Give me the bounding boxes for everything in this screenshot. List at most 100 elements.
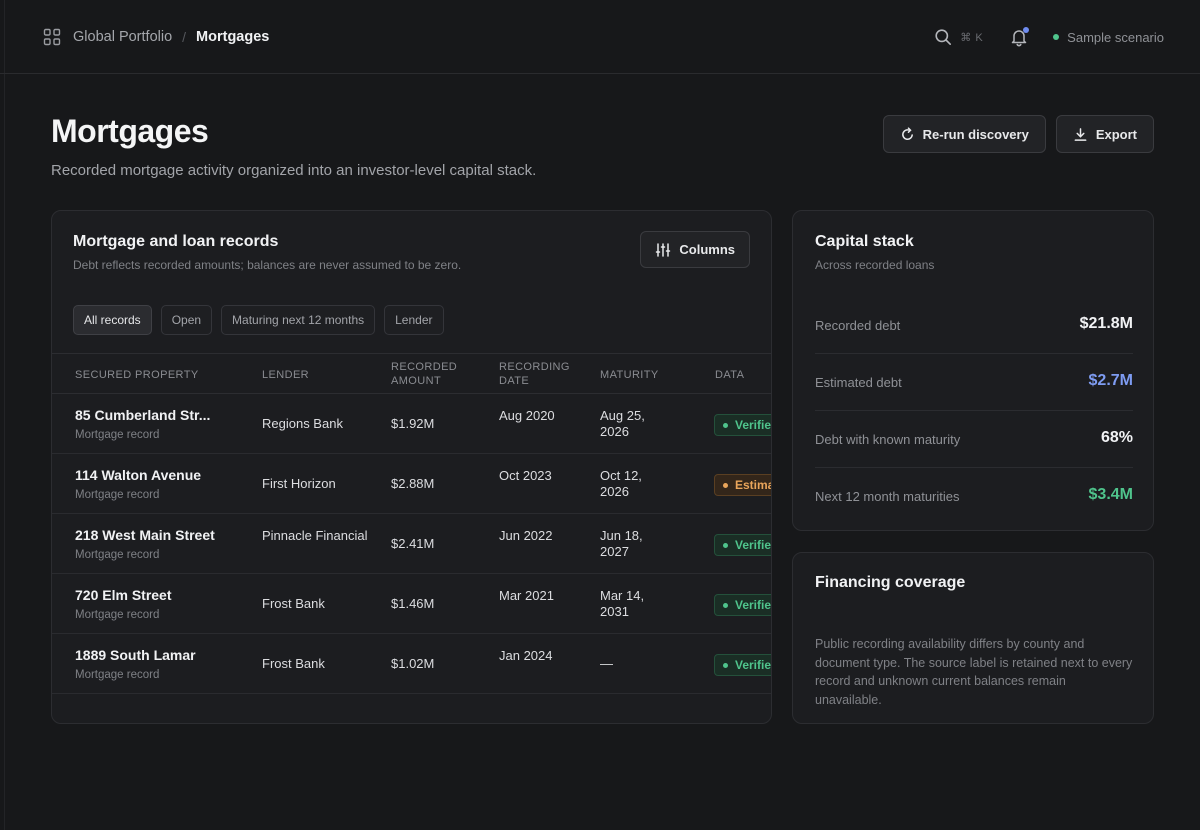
header-actions: Re-run discovery Export (882, 115, 1154, 153)
date-cell: Oct 2023 (499, 468, 552, 483)
page-subtitle: Recorded mortgage activity organized int… (51, 162, 537, 179)
record-type: Mortgage record (75, 609, 160, 621)
status-dot (1053, 34, 1060, 40)
table-row[interactable]: 218 West Main Street Mortgage record Pin… (52, 514, 771, 574)
maturity-cell: Jun 18, 2027 (600, 528, 643, 559)
metric-label: Next 12 month maturities (815, 489, 960, 504)
filter-maturing[interactable]: Maturing next 12 months (221, 305, 376, 335)
property-name[interactable]: 720 Elm Street (75, 587, 172, 603)
export-button[interactable]: Export (1055, 115, 1154, 153)
status-badge: Verified (714, 414, 771, 436)
refresh-icon (901, 126, 913, 140)
property-name[interactable]: 1889 South Lamar (75, 647, 196, 663)
coverage-text: Public recording availability differs by… (815, 637, 1133, 707)
amount-cell: $2.88M (391, 476, 435, 491)
metric-recorded-debt: Recorded debt $21.8M (815, 297, 1133, 354)
metric-next-12-month: Next 12 month maturities $3.4M (815, 468, 1133, 525)
breadcrumb-parent[interactable]: Global Portfolio (73, 29, 173, 45)
breadcrumb: Global Portfolio / Mortgages (43, 27, 269, 47)
property-cell: 720 Elm Street Mortgage record (75, 587, 235, 623)
metric-estimated-debt: Estimated debt $2.7M (815, 354, 1133, 411)
status-badge: Verified (714, 654, 771, 676)
table-row[interactable]: 720 Elm Street Mortgage record Frost Ban… (52, 574, 771, 634)
date-cell: Mar 2021 (499, 588, 554, 603)
metric-label: Recorded debt (815, 318, 901, 333)
metric-value: 68% (1100, 429, 1133, 446)
sliders-icon (656, 242, 671, 257)
export-label: Export (1095, 126, 1137, 142)
breadcrumb-separator: / (182, 29, 187, 45)
date-cell: Jun 2022 (499, 528, 553, 543)
property-cell: 114 Walton Avenue Mortgage record (75, 467, 235, 503)
financing-coverage-card: Financing coverage Public recording avai… (792, 552, 1154, 724)
table-row[interactable]: 114 Walton Avenue Mortgage record First … (52, 454, 771, 514)
metric-value: $21.8M (1079, 315, 1133, 332)
records-table: SECURED PROPERTY LENDER RECORDED AMOUNT … (52, 353, 771, 694)
lender-cell: First Horizon (262, 476, 336, 491)
grid-icon[interactable] (43, 28, 61, 46)
header-data[interactable]: DATA (715, 369, 745, 381)
header-recorded-amount[interactable]: RECORDED AMOUNT (391, 361, 458, 387)
header-recording-date[interactable]: RECORDING DATE (499, 361, 570, 387)
top-bar: Global Portfolio / Mortgages ⌘ K Sample … (0, 0, 1200, 74)
amount-cell: $1.46M (391, 596, 435, 611)
amount-cell: $1.02M (391, 656, 435, 671)
lender-cell: Frost Bank (262, 656, 325, 671)
metric-list: Recorded debt $21.8M Estimated debt $2.7… (815, 297, 1133, 525)
header-maturity[interactable]: MATURITY (600, 369, 659, 381)
lender-cell: Regions Bank (262, 416, 343, 431)
header-lender[interactable]: LENDER (262, 369, 310, 381)
page-title: Mortgages (51, 113, 209, 149)
top-actions: ⌘ K Sample scenario (934, 26, 1164, 48)
property-name[interactable]: 114 Walton Avenue (75, 467, 202, 483)
maturity-cell: — (600, 656, 613, 671)
rerun-discovery-button[interactable]: Re-run discovery (882, 115, 1046, 153)
date-cell: Aug 2020 (499, 408, 555, 423)
filter-open[interactable]: Open (160, 305, 213, 335)
coverage-title: Financing coverage (815, 574, 966, 591)
record-type: Mortgage record (75, 669, 160, 681)
download-icon (1074, 127, 1087, 141)
record-type: Mortgage record (75, 549, 160, 561)
scenario-label[interactable]: Sample scenario (1067, 29, 1164, 45)
maturity-cell: Oct 12, 2026 (600, 468, 642, 499)
record-type: Mortgage record (75, 429, 160, 441)
metric-value: $2.7M (1088, 372, 1133, 389)
columns-button[interactable]: Columns (640, 231, 750, 268)
records-title: Mortgage and loan records (73, 233, 279, 250)
lender-cell: Pinnacle Financial (262, 528, 368, 543)
notification-dot (1023, 27, 1030, 33)
filter-all-records[interactable]: All records (73, 305, 152, 335)
breadcrumb-current: Mortgages (196, 29, 270, 45)
maturity-cell: Mar 14, 2031 (600, 588, 645, 619)
notifications-button[interactable] (1009, 27, 1030, 47)
rerun-discovery-label: Re-run discovery (922, 126, 1029, 142)
property-cell: 1889 South Lamar Mortgage record (75, 647, 235, 683)
filter-lender[interactable]: Lender (384, 305, 444, 335)
capital-stack-title: Capital stack (815, 233, 914, 250)
capital-stack-card: Capital stack Across recorded loans Reco… (792, 210, 1154, 531)
amount-cell: $2.41M (391, 536, 435, 551)
bell-icon (1011, 30, 1027, 47)
capital-stack-subtitle: Across recorded loans (815, 258, 935, 272)
metric-value: $3.4M (1088, 486, 1133, 503)
table-row[interactable]: 85 Cumberland Str... Mortgage record Reg… (52, 394, 771, 454)
date-cell: Jan 2024 (499, 648, 553, 663)
header-secured-property[interactable]: SECURED PROPERTY (75, 369, 199, 381)
maturity-cell: Aug 25, 2026 (600, 408, 645, 439)
columns-label: Columns (679, 242, 735, 257)
search-icon[interactable] (934, 28, 952, 46)
property-name[interactable]: 85 Cumberland Str... (75, 407, 211, 423)
metric-label: Estimated debt (815, 375, 902, 390)
amount-cell: $1.92M (391, 416, 435, 431)
property-name[interactable]: 218 West Main Street (75, 527, 215, 543)
status-badge: Verified (714, 534, 771, 556)
status-badge: Estimated (714, 474, 771, 496)
filter-chips: All records Open Maturing next 12 months… (73, 305, 453, 335)
records-subtitle: Debt reflects recorded amounts; balances… (73, 258, 462, 272)
search-shortcut: ⌘ K (960, 31, 984, 44)
records-card: Mortgage and loan records Debt reflects … (51, 210, 772, 724)
table-header: SECURED PROPERTY LENDER RECORDED AMOUNT … (52, 353, 771, 394)
table-row[interactable]: 1889 South Lamar Mortgage record Frost B… (52, 634, 771, 694)
record-type: Mortgage record (75, 489, 160, 501)
